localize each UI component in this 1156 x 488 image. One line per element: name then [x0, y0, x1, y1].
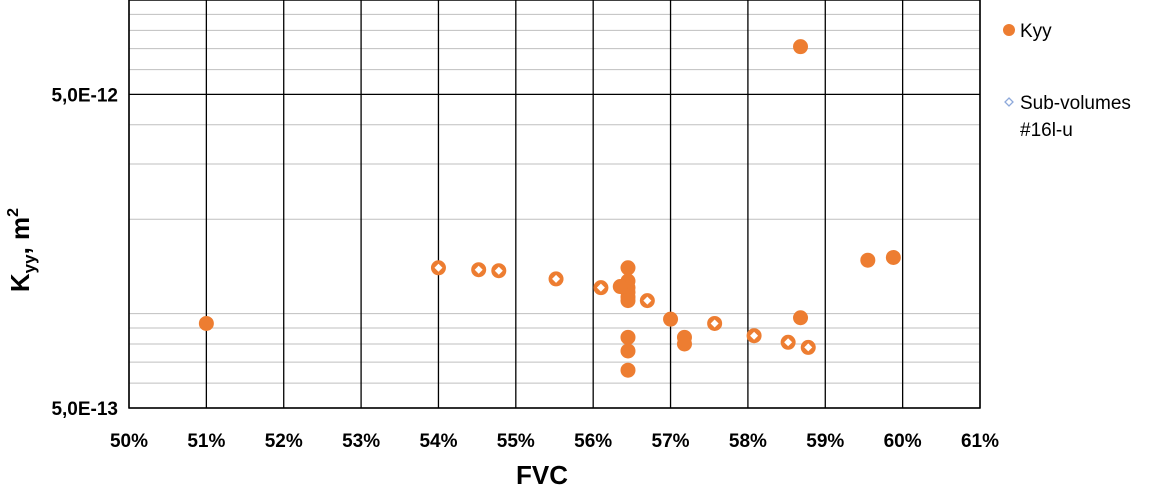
- x-tick-label: 50%: [110, 431, 148, 452]
- y-tick-label: 5,0E-13: [51, 399, 118, 420]
- x-tick-label: 61%: [961, 431, 999, 452]
- kyy-point: [663, 311, 679, 327]
- sub-volume-point-diamond: [494, 266, 503, 275]
- sub-volume-point-diamond: [474, 265, 483, 274]
- sub-volume-point-diamond: [552, 274, 561, 283]
- x-tick-labels: 50% 51% 52% 53% 54% 55% 56% 57% 58% 59% 60% 61%: [110, 431, 999, 452]
- sub-volume-point-diamond: [434, 263, 443, 272]
- y-axis-title: Kyy, m2: [5, 208, 39, 292]
- kyy-point: [793, 39, 809, 55]
- legend-marker-kyy: [1003, 24, 1015, 36]
- y-axis-title-main: K: [5, 273, 35, 292]
- sub-volume-point-diamond: [784, 338, 793, 347]
- kyy-point: [620, 293, 636, 309]
- series-layer: [198, 39, 901, 378]
- x-axis-title: FVC: [516, 460, 568, 488]
- legend-marker-sub-volumes: [1004, 97, 1014, 107]
- x-tick-label: 57%: [652, 431, 690, 452]
- x-tick-label: 52%: [265, 431, 303, 452]
- kyy-point: [620, 260, 636, 276]
- legend-label-kyy: Kyy: [1020, 21, 1052, 42]
- sub-volume-point-diamond: [750, 331, 759, 340]
- kyy-point: [198, 315, 214, 331]
- x-tick-label: 59%: [806, 431, 844, 452]
- sub-volume-point-diamond: [596, 283, 605, 292]
- legend-label-sub-volumes-line2: #16l-u: [1020, 120, 1073, 141]
- plot-area-border: [128, 0, 981, 409]
- x-tick-label: 54%: [419, 431, 457, 452]
- legend-label-sub-volumes-line1: Sub-volumes: [1020, 93, 1131, 114]
- minor-gridlines: [129, 13, 980, 384]
- y-axis-title-subscript: yy: [20, 254, 39, 273]
- kyy-point: [620, 343, 636, 359]
- x-tick-label: 58%: [729, 431, 767, 452]
- sub-volume-point-diamond: [710, 319, 719, 328]
- y-axis-title-unit: , m: [5, 217, 35, 255]
- y-axis-title-superscript: 2: [5, 208, 22, 217]
- major-gridlines: [128, 0, 981, 409]
- y-tick-labels: 5,0E-13 5,0E-12: [51, 85, 118, 420]
- legend: Kyy Sub-volumes #16l-u: [1003, 21, 1131, 141]
- x-tick-label: 60%: [884, 431, 922, 452]
- x-tick-label: 51%: [187, 431, 225, 452]
- kyy-point: [885, 249, 901, 265]
- sub-volume-point-diamond: [643, 296, 652, 305]
- kyy-point: [793, 310, 809, 326]
- kyy-point: [860, 252, 876, 268]
- kyy-point: [676, 336, 692, 352]
- x-tick-label: 56%: [574, 431, 612, 452]
- kyy-point: [612, 279, 628, 295]
- sub-volume-point-diamond: [804, 343, 813, 352]
- x-tick-label: 53%: [342, 431, 380, 452]
- x-tick-label: 55%: [497, 431, 535, 452]
- kyy-point: [620, 329, 636, 345]
- kyy-point: [620, 362, 636, 378]
- y-tick-label: 5,0E-12: [51, 85, 118, 106]
